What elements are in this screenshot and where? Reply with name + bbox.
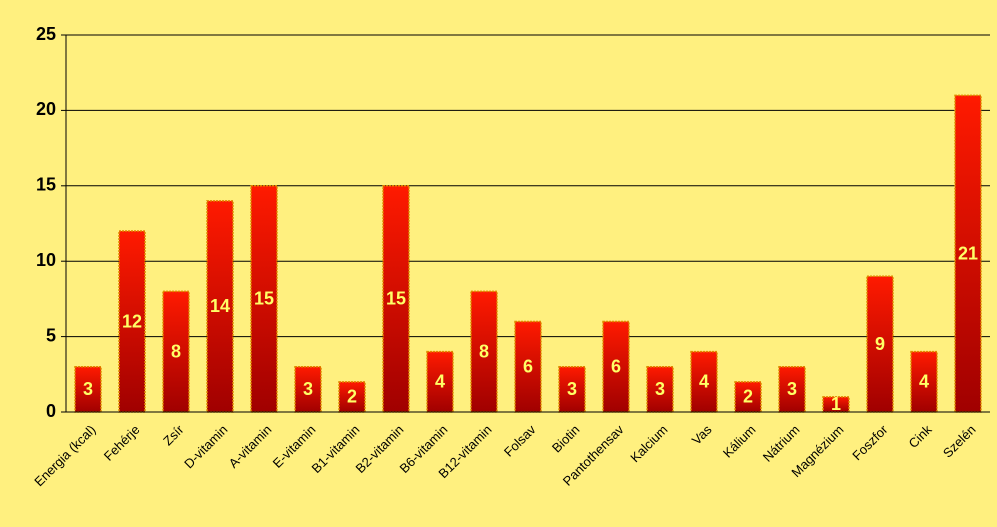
value-label: 3	[567, 379, 577, 399]
value-label: 3	[83, 379, 93, 399]
y-tick-label: 25	[36, 24, 56, 44]
bar	[690, 350, 718, 413]
bar	[74, 366, 102, 413]
y-tick-label: 0	[46, 401, 56, 421]
bar	[338, 381, 366, 413]
value-label: 3	[655, 379, 665, 399]
value-label: 8	[171, 341, 181, 361]
bar	[778, 366, 806, 413]
bar	[646, 366, 674, 413]
value-label: 14	[210, 296, 230, 316]
y-tick-label: 5	[46, 325, 56, 345]
y-tick-label: 20	[36, 99, 56, 119]
bar	[954, 94, 982, 413]
bar	[558, 366, 586, 413]
bar	[426, 350, 454, 413]
y-tick-label: 15	[36, 175, 56, 195]
bar	[294, 366, 322, 413]
value-label: 4	[435, 372, 445, 392]
value-label: 6	[523, 357, 533, 377]
bar	[734, 381, 762, 413]
bar	[470, 290, 498, 413]
bar	[382, 185, 410, 413]
value-label: 4	[699, 372, 709, 392]
value-label: 2	[743, 387, 753, 407]
value-label: 8	[479, 341, 489, 361]
value-label: 3	[303, 379, 313, 399]
value-label: 15	[386, 289, 406, 309]
y-tick-label: 10	[36, 250, 56, 270]
value-label: 4	[919, 372, 929, 392]
value-label: 6	[611, 357, 621, 377]
value-label: 2	[347, 387, 357, 407]
bar	[602, 320, 630, 413]
bar	[514, 320, 542, 413]
value-label: 12	[122, 311, 142, 331]
value-label: 21	[958, 243, 978, 263]
value-label: 1	[831, 394, 841, 414]
value-label: 9	[875, 334, 885, 354]
value-label: 15	[254, 289, 274, 309]
value-label: 3	[787, 379, 797, 399]
